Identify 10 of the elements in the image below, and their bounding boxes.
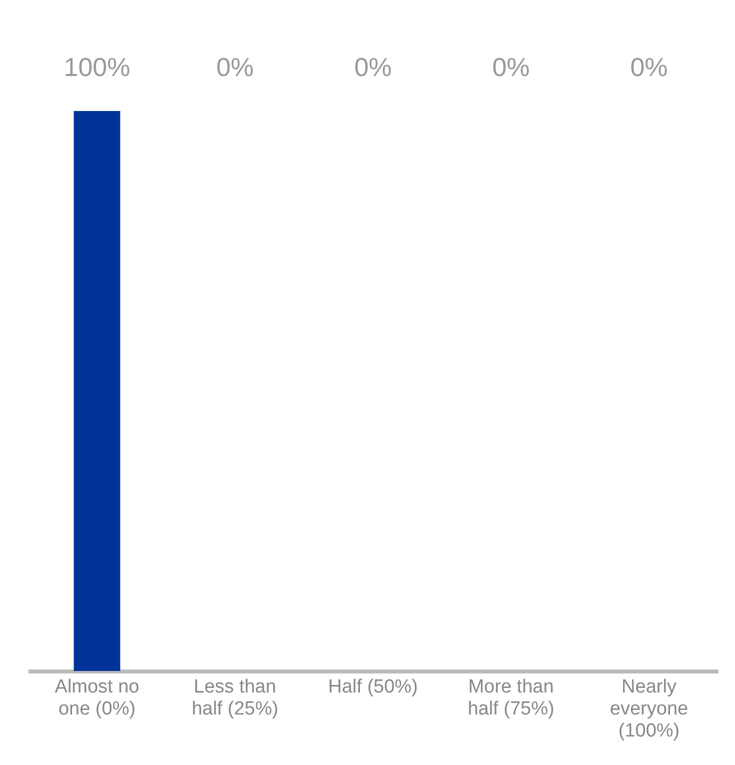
data-label: 0%: [630, 52, 668, 82]
x-tick-label: More than half (75%): [468, 676, 554, 720]
data-label: 100%: [64, 52, 130, 82]
data-label: 0%: [216, 52, 254, 82]
data-label: 0%: [492, 52, 530, 82]
x-tick-label: Nearly everyone (100%): [610, 676, 688, 742]
x-tick-label: Less than half (25%): [192, 676, 278, 720]
data-label: 0%: [354, 52, 392, 82]
x-tick-label: Half (50%): [328, 676, 418, 698]
x-tick-label: Almost no one (0%): [54, 676, 140, 720]
